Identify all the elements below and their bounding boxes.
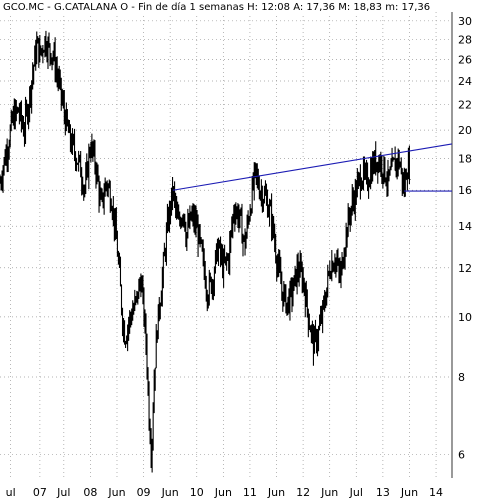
price-bars	[0, 30, 411, 473]
x-tick-label: 10	[190, 486, 204, 499]
x-tick-label: Jun	[107, 486, 125, 499]
y-tick-label: 30	[458, 15, 472, 28]
x-tick-label: 14	[429, 486, 443, 499]
x-tick-label: 13	[376, 486, 390, 499]
x-tick-label: 08	[83, 486, 97, 499]
y-tick-label: 28	[458, 33, 472, 46]
x-tick-label: Jun	[320, 486, 338, 499]
y-tick-label: 18	[458, 152, 472, 165]
x-tick-label: 07	[33, 486, 47, 499]
y-tick-label: 12	[458, 262, 472, 275]
y-tick-label: 20	[458, 124, 472, 137]
price-series	[0, 30, 411, 473]
y-tick-label: 6	[458, 449, 465, 462]
x-tick-label: Jun	[161, 486, 179, 499]
x-tick-label: 12	[296, 486, 310, 499]
x-tick-label: Jun	[214, 486, 232, 499]
x-tick-label: 11	[243, 486, 257, 499]
y-tick-label: 24	[458, 75, 472, 88]
y-tick-label: 8	[458, 371, 465, 384]
y-tick-label: 10	[458, 311, 472, 324]
trendline	[172, 143, 453, 191]
y-tick-label: 16	[458, 184, 472, 197]
x-tick-label: Jul	[349, 486, 363, 499]
trendlines	[172, 143, 453, 192]
x-tick-label: Jun	[267, 486, 285, 499]
x-tick-label: ul	[6, 486, 16, 499]
y-tick-label: 14	[458, 220, 472, 233]
y-tick-label: 22	[458, 98, 472, 111]
chart-title: GCO.MC - G.CATALANA O - Fin de día 1 sem…	[0, 0, 434, 16]
x-tick-label: 09	[137, 486, 151, 499]
y-tick-label: 26	[458, 53, 472, 66]
x-tick-label: Jul	[56, 486, 70, 499]
x-tick-label: Jun	[400, 486, 418, 499]
x-axis-ticks: ul 07 Jul 08 Jun 09 Jun 10 Jun 11 Jun 12 Jun Jul 13 Jun…	[6, 486, 443, 499]
y-axis-ticks: 6 8 10 12 14 16 18 20 22 24 26 28 30	[458, 15, 472, 462]
